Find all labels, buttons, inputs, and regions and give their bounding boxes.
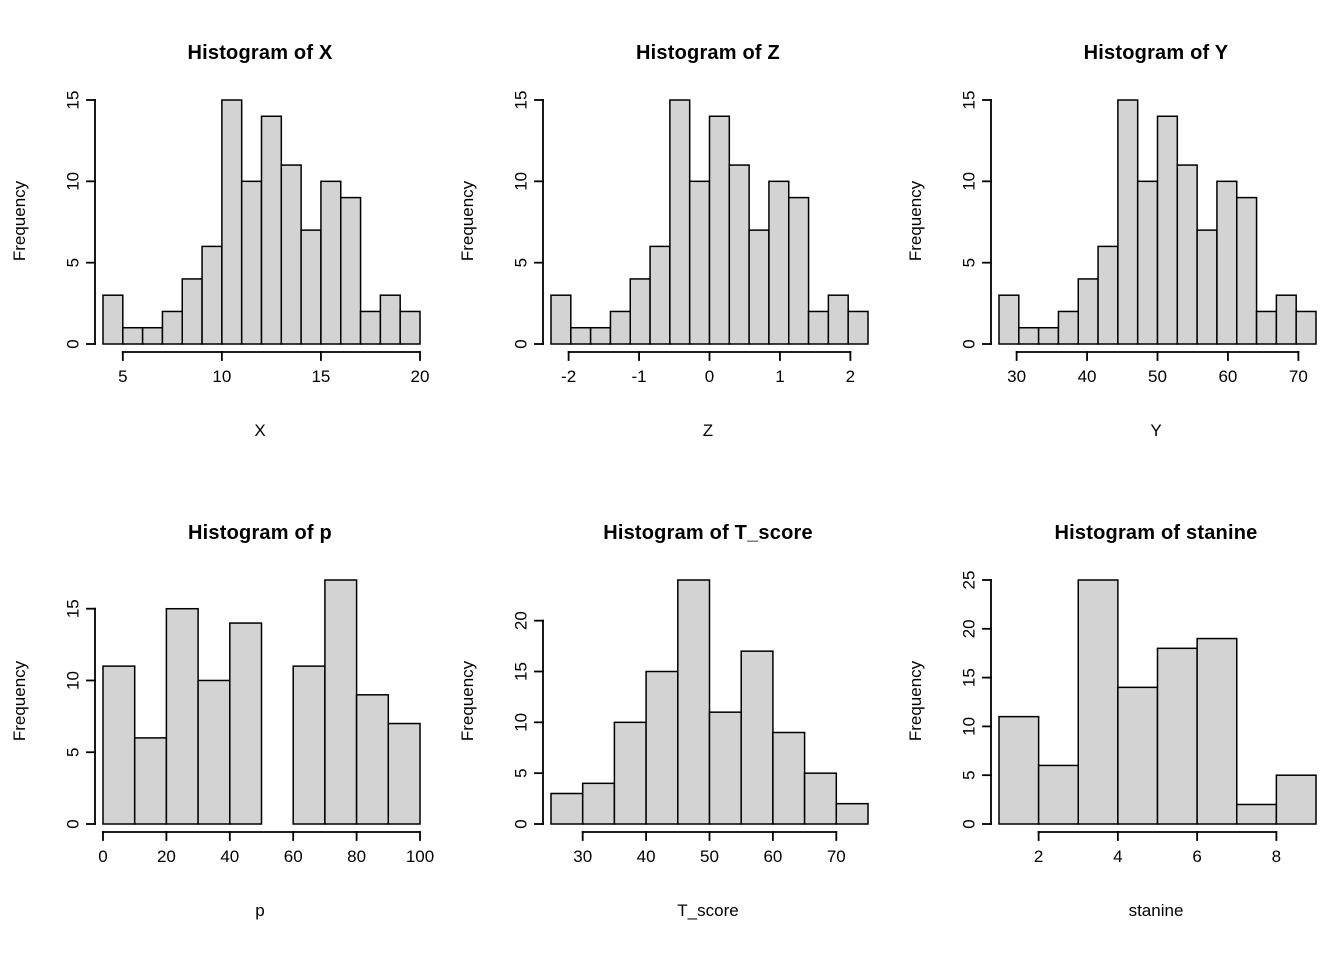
- svg-text:6: 6: [1192, 847, 1201, 866]
- chart-title: Histogram of stanine: [1054, 522, 1258, 544]
- panel-histogram-p: Histogram of p Frequency 0 20 40 60 80 100 0 5 1…: [0, 480, 448, 960]
- svg-text:40: 40: [220, 847, 239, 866]
- svg-text:0: 0: [960, 819, 979, 828]
- svg-text:10: 10: [512, 172, 531, 191]
- svg-text:8: 8: [1272, 847, 1281, 866]
- svg-text:40: 40: [637, 847, 656, 866]
- svg-text:20: 20: [411, 367, 430, 386]
- svg-text:60: 60: [284, 847, 303, 866]
- svg-text:25: 25: [960, 571, 979, 590]
- svg-text:70: 70: [1289, 367, 1308, 386]
- svg-text:10: 10: [64, 172, 83, 191]
- svg-text:15: 15: [64, 91, 83, 110]
- svg-text:10: 10: [960, 172, 979, 191]
- svg-text:-1: -1: [631, 367, 646, 386]
- svg-text:5: 5: [118, 367, 127, 386]
- svg-text:2: 2: [846, 367, 855, 386]
- histogram-z-plot: -2 -1 0 1 2 0 5 10 15: [512, 91, 869, 386]
- svg-text:5: 5: [960, 770, 979, 779]
- svg-text:15: 15: [311, 367, 330, 386]
- svg-text:20: 20: [512, 611, 531, 630]
- svg-text:30: 30: [573, 847, 592, 866]
- svg-text:1: 1: [775, 367, 784, 386]
- svg-text:15: 15: [64, 599, 83, 618]
- svg-text:20: 20: [157, 847, 176, 866]
- svg-text:60: 60: [763, 847, 782, 866]
- panel-histogram-z: Histogram of Z Frequency -2 -1 0 1 2 0 5 10 15 Z: [448, 0, 896, 480]
- svg-text:0: 0: [64, 339, 83, 348]
- panel-histogram-stanine: Histogram of stanine Frequency 2 4 6 8 0 5 10 1…: [896, 480, 1344, 960]
- x-axis-label: stanine: [1128, 901, 1184, 920]
- svg-text:0: 0: [98, 847, 107, 866]
- svg-text:0: 0: [512, 819, 531, 828]
- chart-title: Histogram of p: [188, 522, 332, 544]
- svg-text:15: 15: [960, 668, 979, 687]
- svg-text:5: 5: [512, 258, 531, 267]
- svg-text:-2: -2: [561, 367, 576, 386]
- svg-text:5: 5: [64, 748, 83, 757]
- histogram-p-plot: 0 20 40 60 80 100 0 5 10 15: [64, 579, 434, 866]
- histogram-y-plot: 30 40 50 60 70 0 5 10 15: [960, 91, 1317, 386]
- x-axis-label: X: [254, 421, 266, 440]
- svg-text:30: 30: [1007, 367, 1026, 386]
- svg-text:5: 5: [960, 258, 979, 267]
- histogram-stanine-plot: 2 4 6 8 0 5 10 15 20 25: [960, 571, 1317, 866]
- svg-text:10: 10: [64, 671, 83, 690]
- svg-text:0: 0: [64, 819, 83, 828]
- panel-histogram-x: Histogram of X Frequency 5 10 15 20 0 5 10 15 X: [0, 0, 448, 480]
- svg-text:70: 70: [827, 847, 846, 866]
- histogram-x-plot: 5 10 15 20 0 5 10 15: [64, 91, 430, 386]
- svg-text:5: 5: [64, 258, 83, 267]
- svg-text:2: 2: [1034, 847, 1043, 866]
- panel-histogram-y: Histogram of Y Frequency 30 40 50 60 70 0 5 10 1…: [896, 0, 1344, 480]
- svg-text:4: 4: [1113, 847, 1122, 866]
- svg-text:15: 15: [512, 662, 531, 681]
- svg-text:20: 20: [960, 619, 979, 638]
- x-axis-label: Y: [1150, 421, 1162, 440]
- svg-text:0: 0: [705, 367, 714, 386]
- svg-text:80: 80: [347, 847, 366, 866]
- svg-text:60: 60: [1218, 367, 1237, 386]
- x-axis-label: p: [255, 901, 265, 920]
- svg-text:0: 0: [512, 339, 531, 348]
- chart-title: Histogram of Z: [636, 42, 780, 64]
- svg-text:15: 15: [960, 91, 979, 110]
- chart-title: Histogram of Y: [1083, 42, 1229, 64]
- svg-text:10: 10: [212, 367, 231, 386]
- svg-text:5: 5: [512, 768, 531, 777]
- svg-text:40: 40: [1078, 367, 1097, 386]
- svg-text:0: 0: [960, 339, 979, 348]
- histogram-t-score-plot: 30 40 50 60 70 0 5 10 15 20: [512, 579, 869, 866]
- chart-title: Histogram of X: [187, 42, 333, 64]
- svg-text:10: 10: [512, 713, 531, 732]
- svg-text:50: 50: [700, 847, 719, 866]
- x-axis-label: T_score: [677, 901, 739, 920]
- svg-text:100: 100: [406, 847, 434, 866]
- svg-text:15: 15: [512, 91, 531, 110]
- chart-title: Histogram of T_score: [603, 522, 813, 544]
- panel-histogram-t-score: Histogram of T_score Frequency 30 40 50 60 7…: [448, 480, 896, 960]
- svg-text:10: 10: [960, 717, 979, 736]
- svg-text:50: 50: [1148, 367, 1167, 386]
- x-axis-label: Z: [702, 421, 714, 440]
